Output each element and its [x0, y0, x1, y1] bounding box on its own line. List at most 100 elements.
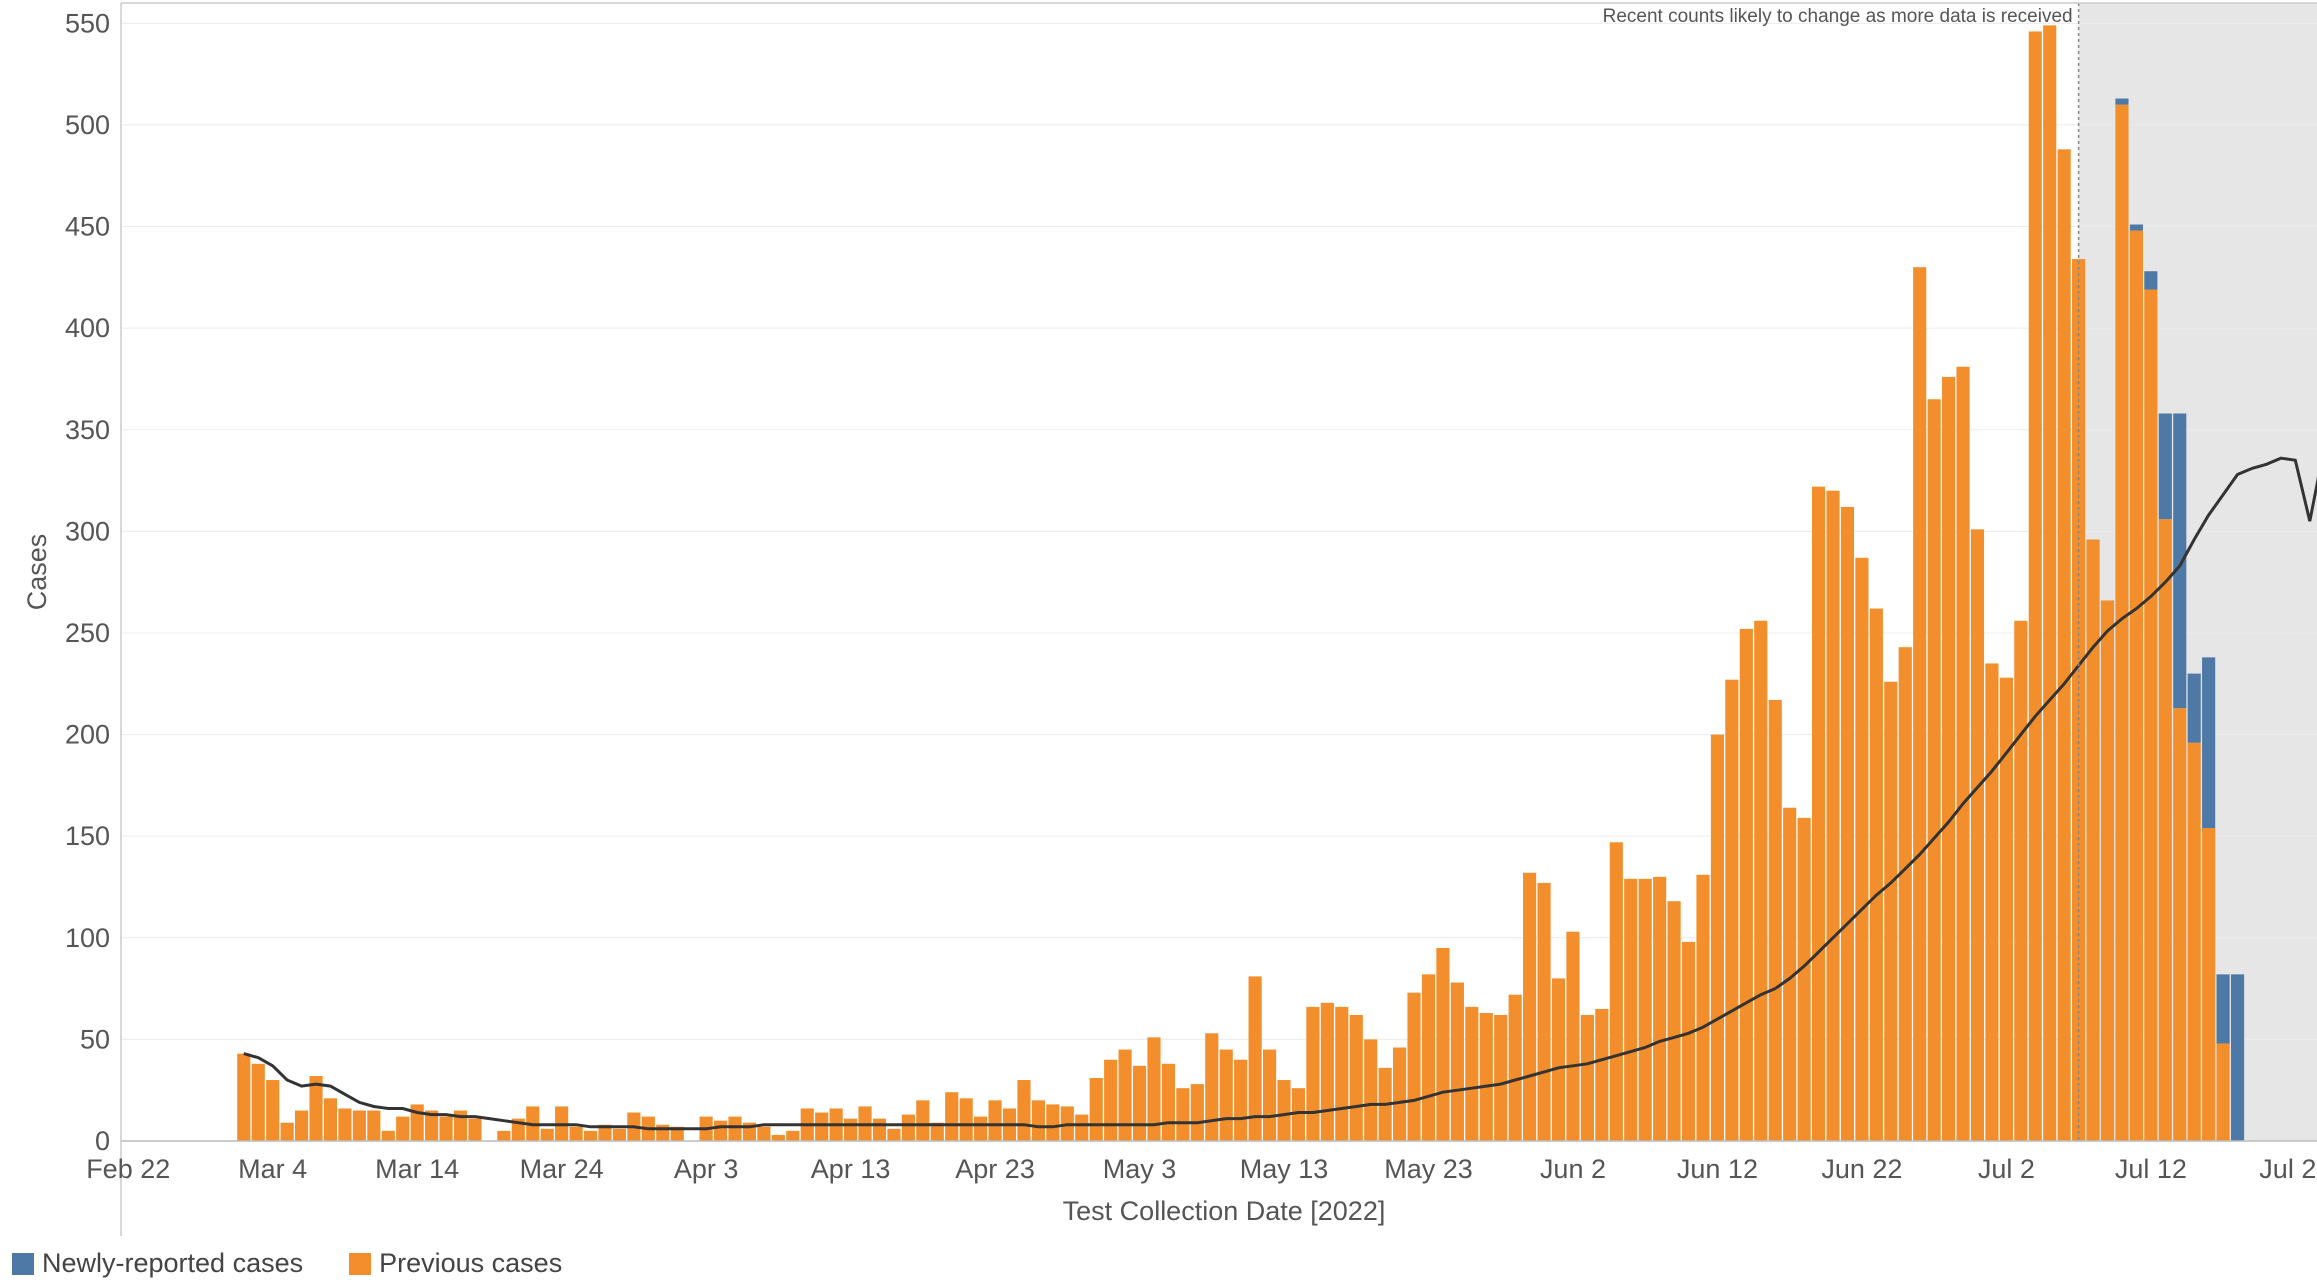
bar-previous-cases: [815, 1112, 829, 1141]
bar-previous-cases: [1768, 700, 1782, 1141]
y-tick-label: 400: [65, 313, 110, 343]
bar-previous-cases: [468, 1118, 482, 1141]
bar-previous-cases: [2028, 31, 2042, 1142]
bar-previous-cases: [1783, 807, 1797, 1141]
bar-newly-reported-cases: [2202, 657, 2216, 829]
bar-previous-cases: [1725, 679, 1739, 1141]
x-tick-label: May 23: [1384, 1154, 1473, 1184]
bar-previous-cases: [2144, 289, 2158, 1142]
bar-previous-cases: [1104, 1059, 1118, 1141]
bar-previous-cases: [1653, 876, 1667, 1141]
bar-previous-cases: [757, 1126, 771, 1141]
bar-previous-cases: [916, 1100, 930, 1141]
bar-previous-cases: [1970, 529, 1985, 1141]
bar-previous-cases: [2129, 230, 2143, 1142]
bar-previous-cases: [945, 1092, 959, 1141]
bar-previous-cases: [988, 1100, 1002, 1141]
bar-previous-cases: [1696, 874, 1710, 1141]
bar-previous-cases: [1797, 817, 1811, 1141]
bar-previous-cases: [2173, 708, 2187, 1141]
bar-previous-cases: [872, 1118, 887, 1141]
bar-previous-cases: [901, 1114, 915, 1141]
y-tick-label: 350: [65, 415, 110, 445]
bar-previous-cases: [959, 1098, 973, 1141]
bar-previous-cases: [1017, 1080, 1031, 1141]
bar-previous-cases: [930, 1122, 944, 1141]
moving-average-line: [243, 456, 2317, 1131]
bar-previous-cases: [1436, 947, 1450, 1141]
x-tick-label: Mar 14: [375, 1154, 459, 1184]
legend-label-newly-reported: Newly-reported cases: [42, 1248, 304, 1278]
bar-previous-cases: [1190, 1084, 1204, 1141]
y-tick-label: 100: [65, 923, 110, 953]
bar-newly-reported-cases: [2230, 974, 2245, 1141]
bar-previous-cases: [670, 1126, 684, 1141]
bar-previous-cases: [1884, 681, 1898, 1141]
bar-previous-cases: [540, 1128, 554, 1141]
bar-previous-cases: [1407, 992, 1421, 1141]
x-tick-label: Jun 22: [1821, 1154, 1902, 1184]
bar-previous-cases: [1349, 1015, 1363, 1141]
bar-previous-cases: [2100, 600, 2115, 1141]
bar-previous-cases: [1176, 1088, 1190, 1141]
x-tick-label: Apr 23: [955, 1154, 1035, 1184]
bar-previous-cases: [309, 1075, 323, 1141]
bar-previous-cases: [1566, 931, 1580, 1141]
x-tick-label: Jul 2: [1978, 1154, 2035, 1184]
bar-previous-cases: [1898, 647, 1912, 1141]
y-tick-label: 550: [65, 8, 110, 38]
bar-previous-cases: [352, 1110, 366, 1141]
bar-previous-cases: [453, 1110, 468, 1141]
bar-previous-cases: [1234, 1059, 1248, 1141]
x-axis-ticks: Feb 22 Mar 4 Mar 14 Mar 24 Apr 3 Apr 13 Apr 23…: [86, 1154, 2317, 1184]
x-tick-label: May 13: [1240, 1154, 1329, 1184]
bar-previous-cases: [1118, 1049, 1132, 1141]
x-tick-label: May 3: [1103, 1154, 1177, 1184]
bar-previous-cases: [295, 1110, 309, 1141]
bar-previous-cases: [1147, 1037, 1161, 1141]
bar-previous-cases: [1393, 1047, 1407, 1141]
bar-previous-cases: [2057, 149, 2071, 1142]
bars: [237, 25, 2245, 1142]
bar-previous-cases: [497, 1130, 511, 1141]
y-tick-label: 50: [80, 1024, 110, 1054]
bar-previous-cases: [1320, 1002, 1334, 1141]
bar-previous-cases: [1811, 486, 1826, 1141]
y-tick-label: 200: [65, 720, 110, 750]
bar-newly-reported-cases: [2129, 224, 2143, 231]
x-tick-label: Mar 4: [238, 1154, 307, 1184]
bar-previous-cases: [844, 1118, 858, 1141]
bar-previous-cases: [1913, 267, 1927, 1141]
bar-previous-cases: [1537, 882, 1551, 1141]
bar-previous-cases: [1855, 557, 1869, 1141]
bar-previous-cases: [1479, 1012, 1493, 1141]
bar-previous-cases: [1075, 1114, 1089, 1141]
bar-previous-cases: [1132, 1065, 1147, 1141]
bar-previous-cases: [1999, 677, 2013, 1141]
bar-previous-cases: [1681, 941, 1696, 1141]
bar-previous-cases: [1826, 490, 1840, 1141]
bar-previous-cases: [1465, 1006, 1479, 1141]
x-tick-label: Jul 12: [2115, 1154, 2187, 1184]
bar-previous-cases: [2158, 519, 2172, 1141]
legend-item-previous[interactable]: Previous cases: [349, 1248, 562, 1279]
bar-previous-cases: [598, 1124, 612, 1141]
legend-label-previous: Previous cases: [379, 1248, 563, 1278]
bar-previous-cases: [1277, 1080, 1291, 1141]
bar-newly-reported-cases: [2144, 271, 2158, 290]
bar-previous-cases: [2043, 25, 2057, 1142]
bar-previous-cases: [1262, 1049, 1277, 1141]
bar-previous-cases: [1161, 1063, 1176, 1141]
x-tick-label: Jun 2: [1540, 1154, 1606, 1184]
bar-previous-cases: [1291, 1088, 1306, 1141]
bar-previous-cases: [251, 1063, 265, 1141]
bar-previous-cases: [2115, 104, 2129, 1141]
bar-previous-cases: [367, 1110, 381, 1141]
bar-previous-cases: [1667, 901, 1681, 1141]
bar-previous-cases: [1450, 982, 1464, 1141]
bar-previous-cases: [1364, 1039, 1378, 1141]
bar-previous-cases: [1624, 878, 1638, 1141]
bar-newly-reported-cases: [2173, 413, 2187, 709]
legend-item-newly-reported[interactable]: Newly-reported cases: [12, 1248, 303, 1279]
